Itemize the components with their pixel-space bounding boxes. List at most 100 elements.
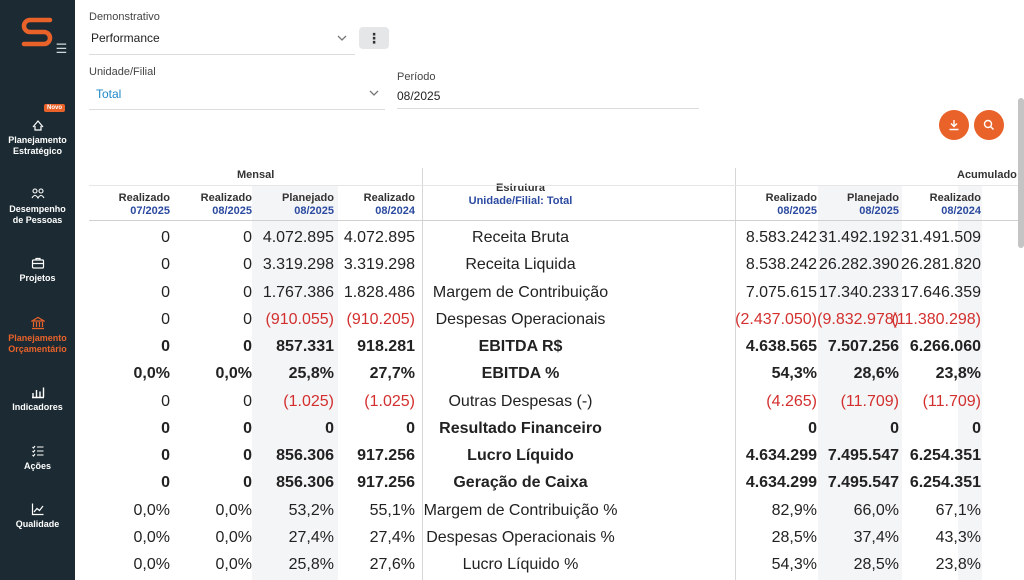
row-label: Lucro Líquido [467, 447, 574, 464]
table-cell: 23,8% [935, 556, 981, 573]
table-cell: 23,8% [935, 365, 981, 382]
column-header-period: 08/2024 [375, 205, 415, 217]
sidebar-item-label: Estratégico [12, 146, 63, 156]
row-label: EBITDA R$ [478, 338, 563, 355]
scrollbar[interactable] [1018, 98, 1024, 248]
bar-chart-icon [31, 387, 44, 399]
sidebar-item-ações[interactable]: Ações [0, 444, 75, 472]
table-cell: 0 [243, 420, 252, 437]
table-cell: (910.205) [346, 311, 416, 328]
chevron-down-icon[interactable] [368, 87, 380, 99]
table-cell: (2.437.050) [735, 311, 817, 328]
row-label: Despesas Operacionais % [426, 529, 615, 546]
table-cell: (4.265) [766, 393, 817, 410]
line-chart-icon [31, 503, 43, 516]
demonstrativo-underline [89, 54, 355, 55]
more-options-button[interactable]: ⋮ [359, 27, 389, 49]
estrutura-header: Estrutura [496, 182, 545, 194]
table-cell: 0 [406, 420, 415, 437]
sidebar-item-projetos[interactable]: Projetos [0, 256, 75, 284]
table-cell: 66,0% [853, 502, 899, 519]
search-icon [983, 119, 995, 131]
table-cell: 27,6% [369, 556, 415, 573]
unidade-label: Unidade/Filial [89, 66, 156, 78]
table-cell: 3.319.298 [343, 256, 415, 273]
unidade-select[interactable]: Total [96, 87, 122, 101]
column-header-label: Realizado [200, 192, 252, 204]
table-cell: 28,5% [771, 529, 817, 546]
table-cell: (1.025) [364, 393, 415, 410]
sidebar: ☰ Novo Planejamento Estratégico Desempenho… [0, 0, 75, 580]
mensal-column-header: Planejado 08/2025 [254, 192, 334, 218]
mensal-column-header: Realizado 08/2024 [335, 192, 415, 218]
table-cell: 25,8% [288, 365, 334, 382]
column-header-period: 08/2025 [777, 205, 817, 217]
search-button[interactable] [974, 110, 1004, 140]
row-label: Lucro Líquido % [462, 556, 579, 573]
table-cell: 54,3% [771, 556, 817, 573]
table-cell: 0 [161, 229, 170, 246]
sidebar-item-desempenho-de-pessoas[interactable]: Desempenho de Pessoas [0, 187, 75, 226]
column-header-label: Planejado [282, 192, 334, 204]
row-label: Outras Despesas (-) [448, 393, 593, 410]
sidebar-item-label: Desempenho [9, 204, 66, 214]
mensal-column-header: Realizado 08/2025 [172, 192, 252, 218]
table-cell: 26.282.390 [818, 256, 899, 273]
table-cell: 0 [161, 311, 170, 328]
table-cell: 0,0% [215, 365, 252, 382]
table-cell: 31.492.192 [818, 229, 899, 246]
download-icon [949, 120, 959, 131]
table-cell: 0,0% [215, 556, 252, 573]
table-cell: 6.254.351 [909, 447, 981, 464]
menu-toggle-icon[interactable]: ☰ [55, 41, 68, 56]
sidebar-item-label: Qualidade [15, 519, 60, 529]
sidebar-item-label: Indicadores [12, 402, 63, 412]
header-divider [89, 220, 1024, 221]
table-cell: 0 [325, 420, 334, 437]
table-cell: 917.256 [357, 447, 415, 464]
column-header-label: Planejado [847, 192, 899, 204]
demonstrativo-select[interactable]: Performance [91, 31, 160, 45]
table-cell: 54,3% [771, 365, 817, 382]
sidebar-item-label: Ações [23, 461, 51, 471]
column-shade [958, 186, 982, 580]
row-label: Resultado Financeiro [439, 420, 602, 437]
column-header-label: Realizado [929, 192, 981, 204]
table-cell: (910.055) [265, 311, 335, 328]
sidebar-item-label: Planejamento [8, 135, 67, 145]
table-cell: 0 [243, 338, 252, 355]
sidebar-item-indicadores[interactable]: Indicadores [0, 385, 75, 413]
table-cell: 1.767.386 [262, 284, 334, 301]
column-divider [735, 168, 736, 580]
table-cell: 0 [890, 420, 899, 437]
table-cell: 0 [161, 447, 170, 464]
chevron-down-icon[interactable] [336, 32, 348, 44]
table-cell: 0,0% [133, 556, 170, 573]
periodo-input[interactable]: 08/2025 [397, 89, 441, 103]
column-header-label: Realizado [118, 192, 170, 204]
download-button[interactable] [939, 110, 969, 140]
sidebar-item-label: Planejamento [8, 333, 67, 343]
sidebar-item-planejamento-estratégico[interactable]: Planejamento Estratégico [0, 118, 75, 157]
column-shade [818, 186, 902, 580]
column-header-label: Realizado [765, 192, 817, 204]
app-logo[interactable] [20, 14, 54, 50]
sidebar-item-planejamento-orçamentário[interactable]: Planejamento Orçamentário [0, 316, 75, 355]
sidebar-item-qualidade[interactable]: Qualidade [0, 502, 75, 530]
mensal-column-header: Realizado 07/2025 [90, 192, 170, 218]
table-cell: 67,1% [935, 502, 981, 519]
table-cell: 82,9% [771, 502, 817, 519]
column-header-period: 08/2025 [859, 205, 899, 217]
table-cell: 7.495.547 [827, 447, 899, 464]
row-label: Margem de Contribuição % [423, 502, 618, 519]
table-cell: 43,3% [935, 529, 981, 546]
acumulado-column-header: Realizado 08/2024 [901, 192, 981, 218]
table-cell: (9.832.978) [817, 311, 899, 328]
acumulado-column-header: Realizado 08/2025 [737, 192, 817, 218]
table-cell: 7.495.547 [827, 474, 899, 491]
table-cell: 6.266.060 [909, 338, 981, 355]
table-cell: 4.634.299 [745, 474, 817, 491]
table-cell: 0 [161, 420, 170, 437]
table-cell: 918.281 [357, 338, 415, 355]
